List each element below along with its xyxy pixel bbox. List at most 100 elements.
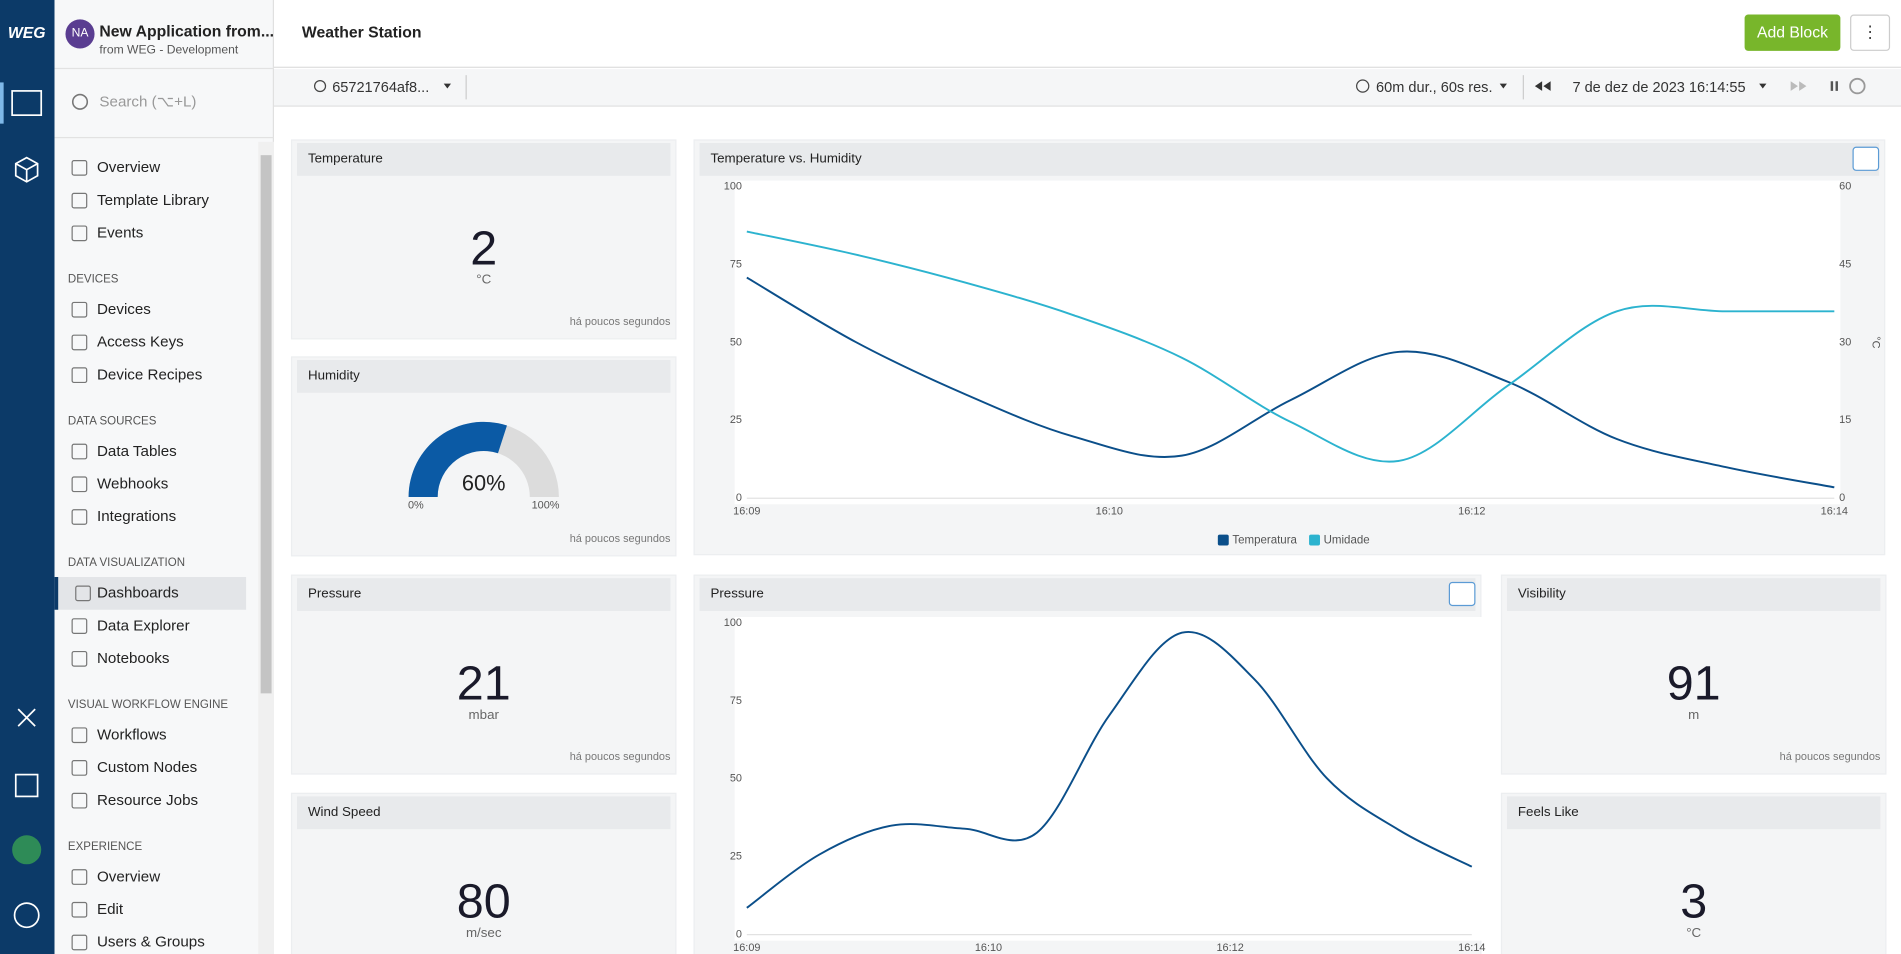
x-tick-label: 16:10 xyxy=(975,942,1002,954)
clock-icon xyxy=(1356,79,1370,93)
nav: Overview Template Library Events DEVICES Dev… xyxy=(54,152,259,954)
divider xyxy=(1522,75,1524,100)
nav-item[interactable]: Custom Nodes xyxy=(55,752,247,785)
nav-heading: EXPERIENCE xyxy=(67,840,143,854)
active-indicator xyxy=(0,82,4,124)
y-tick-label: 0 xyxy=(736,492,742,504)
card-header: Feels Like xyxy=(1506,796,1881,830)
user-avatar[interactable] xyxy=(12,835,42,865)
duration-select[interactable]: 60m dur., 60s res. xyxy=(1376,78,1493,96)
nav-icon xyxy=(75,585,91,602)
refresh-button[interactable] xyxy=(1849,77,1866,95)
legend-swatch xyxy=(1217,534,1229,546)
nav-item[interactable]: Device Recipes xyxy=(55,359,247,392)
app-avatar[interactable]: NA xyxy=(65,19,95,49)
nav-item[interactable]: Users & Groups xyxy=(55,926,247,954)
y-tick-label: 25 xyxy=(730,851,742,863)
stat-value: 80 xyxy=(456,875,511,929)
device-select[interactable]: 65721764af8... xyxy=(332,78,430,96)
time-range-button[interactable] xyxy=(1852,146,1880,171)
stat-unit: mbar xyxy=(468,707,499,723)
nav-item[interactable]: Edit xyxy=(55,893,247,926)
search-input[interactable]: Search (⌥+L) xyxy=(99,93,197,111)
y2-tick-label: 15 xyxy=(1839,414,1851,426)
gauge-min: 0% xyxy=(408,499,424,511)
nav-item[interactable]: Overview xyxy=(55,861,247,894)
nav-item[interactable]: Webhooks xyxy=(55,468,247,501)
app-subtitle: from WEG - Development xyxy=(99,43,239,57)
strip-icons xyxy=(0,82,43,929)
gauge-value xyxy=(408,421,507,498)
legend-label: Temperatura xyxy=(1232,535,1297,547)
toolbar xyxy=(273,69,1901,107)
workflow-icon[interactable] xyxy=(17,708,36,727)
nav-item[interactable]: Access Keys xyxy=(55,326,247,359)
card-footer: há poucos segundos xyxy=(569,750,671,763)
nav-icon xyxy=(71,443,88,460)
nav-icon xyxy=(71,727,88,744)
nav-icon xyxy=(71,367,88,384)
plot-area xyxy=(734,617,1484,941)
legend-swatch xyxy=(1309,534,1320,546)
y2-tick-label: 45 xyxy=(1839,258,1851,270)
nav-icon xyxy=(71,760,88,776)
series-line xyxy=(746,630,1473,909)
nav-item[interactable]: Workflows xyxy=(55,719,247,752)
nav-item[interactable]: Data Explorer xyxy=(55,610,247,643)
x-tick-label: 16:10 xyxy=(1096,505,1123,517)
pause-button[interactable] xyxy=(1830,81,1838,91)
nav-item[interactable]: Template Library xyxy=(55,184,247,217)
page-title: Weather Station xyxy=(301,23,422,42)
stat-value: 3 xyxy=(1680,875,1708,929)
nav-item[interactable]: Resource Jobs xyxy=(55,784,247,817)
x-tick-label: 16:09 xyxy=(733,942,760,954)
time-range-button[interactable] xyxy=(1448,581,1476,607)
divider xyxy=(54,136,274,139)
nav-icon xyxy=(71,476,88,493)
x-tick-label: 16:14 xyxy=(1821,505,1848,517)
nav-item[interactable]: Dashboards xyxy=(54,577,247,610)
nav-item[interactable]: Devices xyxy=(55,293,247,326)
dashboards-icon[interactable] xyxy=(11,90,43,117)
nav-item[interactable]: Overview xyxy=(55,152,247,185)
y-tick-label: 0 xyxy=(736,928,742,940)
forward-button[interactable] xyxy=(1790,81,1807,91)
nav-item[interactable]: Notebooks xyxy=(55,642,247,675)
stat-unit: m xyxy=(1688,707,1700,723)
scrollbar-thumb[interactable] xyxy=(260,155,272,694)
add-block-button[interactable]: Add Block xyxy=(1744,14,1841,51)
card-header: Humidity xyxy=(297,360,671,393)
x-tick-label: 16:12 xyxy=(1458,505,1485,517)
stat-value: 2 xyxy=(470,221,498,276)
y2-tick-label: 60 xyxy=(1839,181,1851,193)
nav-icon xyxy=(71,618,88,634)
divider xyxy=(54,67,274,70)
x-tick-label: 16:09 xyxy=(733,505,760,517)
series-line xyxy=(746,230,1835,463)
x-tick-label: 16:14 xyxy=(1458,942,1485,954)
nav-heading: VISUAL WORKFLOW ENGINE xyxy=(67,698,229,712)
help-icon[interactable] xyxy=(13,902,40,929)
rewind-button[interactable] xyxy=(1534,81,1551,91)
more-button[interactable]: ⋮ xyxy=(1850,14,1891,51)
cube-icon[interactable] xyxy=(14,156,39,183)
nav-item[interactable]: Data Tables xyxy=(55,435,247,468)
nav-heading: DATA VISUALIZATION xyxy=(67,556,186,570)
divider xyxy=(465,75,467,100)
date-select[interactable]: 7 de dez de 2023 16:14:55 xyxy=(1572,78,1746,96)
icon-strip xyxy=(0,0,55,954)
nav-item[interactable]: Events xyxy=(55,217,247,250)
side-panel xyxy=(54,0,274,954)
nav-icon xyxy=(71,192,88,209)
y-tick-label: 100 xyxy=(724,181,742,193)
gauge-max: 100% xyxy=(532,499,560,511)
nav-icon xyxy=(71,901,88,918)
legend-label: Umidade xyxy=(1324,535,1370,547)
y-tick-label: 50 xyxy=(730,336,742,348)
nav-icon xyxy=(71,334,88,351)
nav-item[interactable]: Integrations xyxy=(55,501,247,534)
app-title[interactable]: New Application from... xyxy=(99,21,274,41)
stat-value: 91 xyxy=(1666,657,1721,711)
nodes-icon[interactable] xyxy=(14,773,39,798)
